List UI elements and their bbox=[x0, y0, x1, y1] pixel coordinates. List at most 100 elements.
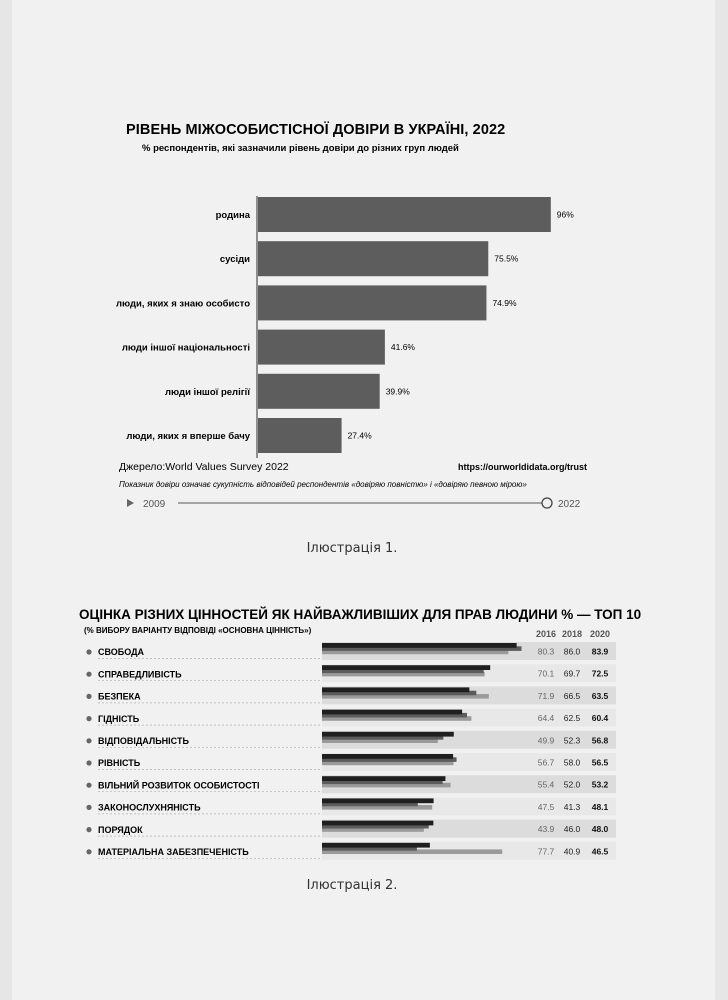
figure2-value-2020: 83.9 bbox=[592, 647, 609, 657]
figure2-bar-2020 bbox=[322, 776, 446, 781]
figure1-title: РІВЕНЬ МІЖОСОБИСТІСНОЇ ДОВІРИ В УКРАЇНІ,… bbox=[126, 121, 505, 138]
figure2-bullet bbox=[86, 671, 92, 677]
figure2-bar-2020 bbox=[322, 731, 454, 737]
figure2-subtitle: (% ВИБОРУ ВАРІАНТУ ВІДПОВІДІ «ОСНОВНА ЦІ… bbox=[84, 626, 312, 635]
figure1-caption: Ілюстрація 1. bbox=[307, 541, 398, 556]
figure1-bar bbox=[258, 285, 487, 321]
play-icon[interactable] bbox=[127, 499, 134, 507]
figure2-category-label: ПОРЯДОК bbox=[98, 825, 143, 835]
figure2-category-label: МАТЕРІАЛЬНА ЗАБЕЗПЕЧЕНІСТЬ bbox=[98, 847, 249, 857]
figure1-source: Джерело:World Values Survey 2022 bbox=[119, 461, 289, 473]
figure2-value-2018: 46.0 bbox=[564, 824, 581, 834]
figure2-category-label: ВІДПОВІДАЛЬНІСТЬ bbox=[98, 736, 189, 746]
figure2-bar-2020 bbox=[322, 842, 430, 848]
figure2-value-2020: 56.5 bbox=[592, 758, 609, 768]
figure2-bar-2016 bbox=[322, 649, 509, 655]
figure2-category-label: ЗАКОНОСЛУХНЯНІСТЬ bbox=[98, 803, 201, 813]
figure2-bar-2018 bbox=[322, 668, 484, 674]
figure2-value-2020: 48.1 bbox=[592, 802, 609, 812]
figure2-value-2018: 41.3 bbox=[564, 802, 581, 812]
figure2-value-2018: 52.0 bbox=[564, 780, 581, 790]
figure1-bar bbox=[258, 197, 551, 232]
figure2-bar-2020 bbox=[322, 643, 517, 648]
timeline-end-label: 2022 bbox=[558, 499, 581, 510]
figure1-value-label: 27.4% bbox=[348, 431, 373, 441]
figure2-bar-2016 bbox=[322, 716, 472, 721]
figure2-year-header: 2020 bbox=[590, 629, 610, 639]
document-page: РІВЕНЬ МІЖОСОБИСТІСНОЇ ДОВІРИ В УКРАЇНІ,… bbox=[12, 0, 715, 1000]
figure2-caption: Ілюстрація 2. bbox=[307, 878, 398, 893]
figure2-year-header: 2018 bbox=[562, 629, 582, 639]
figure2-bullet bbox=[86, 693, 92, 700]
figure2-value-2018: 62.5 bbox=[564, 713, 581, 723]
figure2-bullet bbox=[86, 827, 92, 833]
figure2-value-2018: 86.0 bbox=[564, 647, 581, 657]
figure2-value-2020: 48.0 bbox=[592, 824, 609, 834]
figure1-category-label: люди, яких я знаю особисто bbox=[116, 298, 250, 309]
figure2-bar-2018 bbox=[322, 646, 522, 651]
figure2-value-2018: 52.3 bbox=[564, 735, 581, 745]
figure2-value-2020: 60.4 bbox=[592, 713, 609, 723]
figure2-value-2016: 77.7 bbox=[538, 846, 555, 856]
figure2-value-2016: 70.1 bbox=[538, 669, 555, 679]
figure2-value-2020: 56.8 bbox=[592, 735, 609, 745]
figure2-bar-2018 bbox=[322, 779, 443, 785]
figure2-bullet bbox=[86, 760, 92, 766]
timeline-start-label: 2009 bbox=[143, 499, 166, 510]
figure1-url: https://ourworldidata.org/trust bbox=[458, 462, 587, 472]
figure2-value-2016: 55.4 bbox=[538, 780, 555, 790]
figure2-bar-2020 bbox=[322, 798, 434, 804]
figure2: ОЦІНКА РІЗНИХ ЦІННОСТЕЙ ЯК НАЙВАЖЛИВІШИХ… bbox=[79, 607, 641, 893]
figure1: РІВЕНЬ МІЖОСОБИСТІСНОЇ ДОВІРИ В УКРАЇНІ,… bbox=[116, 121, 587, 556]
figure2-bar-2016 bbox=[322, 849, 503, 854]
figure2-bar-2018 bbox=[322, 757, 457, 762]
figure1-category-label: люди іншої національності bbox=[122, 343, 250, 354]
figure2-value-2020: 46.5 bbox=[592, 846, 609, 856]
figure2-value-2018: 58.0 bbox=[564, 758, 581, 768]
figure2-bar-2020 bbox=[322, 687, 470, 693]
figure2-year-headers: 2016 2018 2020 bbox=[536, 629, 610, 639]
figure1-bar bbox=[258, 329, 385, 365]
figure2-bar-2020 bbox=[322, 665, 491, 670]
figure2-value-2020: 63.5 bbox=[592, 691, 609, 701]
figure1-bar bbox=[258, 418, 342, 453]
figure2-bar-2020 bbox=[322, 709, 463, 715]
figure2-value-2020: 53.2 bbox=[592, 780, 609, 790]
figure2-value-2016: 71.9 bbox=[538, 691, 555, 701]
figure2-category-label: БЕЗПЕКА bbox=[98, 692, 141, 702]
timeline-slider[interactable]: 2009 2022 bbox=[127, 497, 581, 510]
figure-canvas: РІВЕНЬ МІЖОСОБИСТІСНОЇ ДОВІРИ В УКРАЇНІ,… bbox=[79, 121, 641, 893]
figure1-category-label: люди, яких я вперше бачу bbox=[126, 431, 250, 442]
figure1-category-label: люди іншої релігії bbox=[165, 387, 250, 398]
figure2-value-2018: 69.7 bbox=[564, 669, 581, 679]
figure2-bar-2016 bbox=[322, 805, 433, 810]
figure2-value-2016: 56.7 bbox=[538, 758, 555, 768]
figure1-value-label: 75.5% bbox=[494, 254, 519, 264]
figure2-bullet bbox=[86, 849, 92, 855]
figure2-value-2016: 64.4 bbox=[538, 713, 555, 723]
figure1-subtitle: % респондентів, які зазначили рівень дов… bbox=[142, 143, 459, 154]
figure2-value-2018: 66.5 bbox=[564, 691, 581, 701]
timeline-handle[interactable] bbox=[541, 497, 553, 509]
figure2-bullet bbox=[86, 804, 92, 811]
figure1-value-label: 41.6% bbox=[391, 342, 416, 352]
figure1-value-label: 96% bbox=[557, 210, 574, 220]
figure2-bar-2016 bbox=[322, 738, 438, 743]
figure2-bar-2018 bbox=[322, 712, 467, 718]
figure2-bar-2018 bbox=[322, 735, 444, 740]
figure2-bar-2016 bbox=[322, 760, 454, 766]
figure2-category-label: ВІЛЬНИЙ РОЗВИТОК ОСОБИСТОСТІ bbox=[98, 779, 260, 790]
figure2-category-label: РІВНІСТЬ bbox=[98, 758, 141, 768]
figure2-value-2018: 40.9 bbox=[564, 846, 581, 856]
figure2-bar-2018 bbox=[322, 823, 429, 829]
figure2-category-label: СПРАВЕДЛИВІСТЬ bbox=[98, 669, 182, 679]
figure1-category-label: сусіди bbox=[220, 254, 250, 265]
figure1-value-label: 39.9% bbox=[386, 386, 411, 396]
figure2-category-label: СВОБОДА bbox=[98, 647, 145, 657]
figure2-rows: СВОБОДА 80.3 86.0 83.9 СПРАВЕДЛИВІСТЬ 70.1 69.… bbox=[86, 642, 616, 860]
figure1-category-label: родина bbox=[216, 210, 251, 221]
figure2-category-label: ГІДНІСТЬ bbox=[98, 714, 140, 724]
figure2-bar-2018 bbox=[322, 801, 418, 807]
figure2-value-2016: 80.3 bbox=[538, 647, 555, 657]
figure2-bar-2016 bbox=[322, 671, 485, 677]
